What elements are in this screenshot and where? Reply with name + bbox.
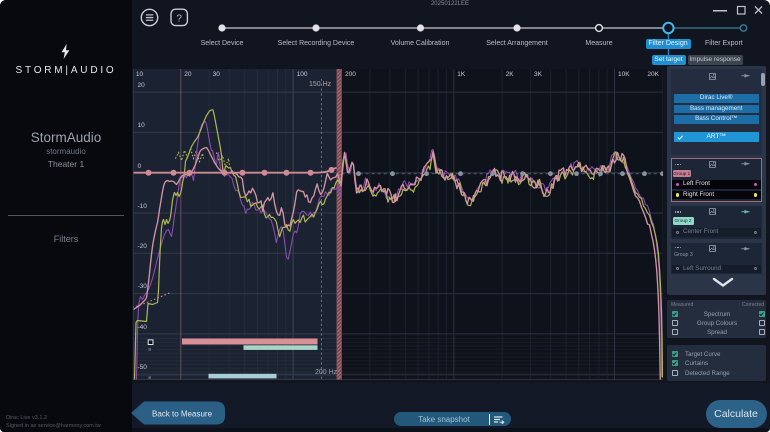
svg-text:Back to Measure: Back to Measure [152,410,213,419]
svg-text:?: ? [176,14,182,25]
